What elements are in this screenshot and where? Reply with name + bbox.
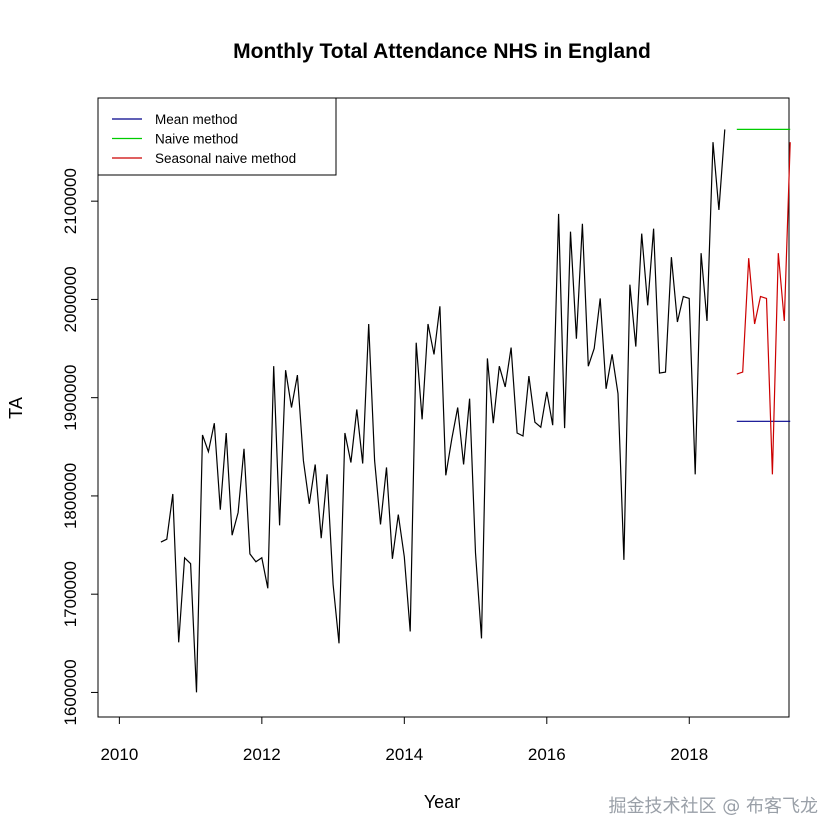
y-tick-label: 2100000 [61, 168, 80, 234]
x-axis: 2010 2012 2014 2016 2018 [100, 717, 708, 764]
legend-box [97, 97, 337, 176]
y-axis: 1600000 1700000 1800000 1900000 2000000 21000… [61, 168, 98, 726]
x-tick-label: 2010 [100, 745, 138, 764]
legend-label: Mean method [155, 112, 238, 127]
legend-label: Naive method [155, 132, 238, 147]
plot-frame [97, 97, 790, 718]
y-tick-label: 1600000 [61, 659, 80, 725]
watermark: 掘金技术社区 @ 布客飞龙 [608, 796, 818, 817]
legend: Mean method Naive method Seasonal naive me… [97, 97, 337, 176]
x-tick-label: 2012 [243, 745, 281, 764]
chart-title: Monthly Total Attendance NHS in England [233, 40, 651, 63]
series-lines [160, 128, 791, 693]
y-axis-label: TA [6, 397, 26, 419]
y-tick-label: 1700000 [61, 561, 80, 627]
x-tick-label: 2016 [528, 745, 566, 764]
x-tick-label: 2018 [670, 745, 708, 764]
series-line-seasonal-naive-method [736, 142, 791, 475]
x-axis-label: Year [424, 792, 460, 812]
y-tick-label: 1800000 [61, 463, 80, 529]
y-tick-label: 2000000 [61, 266, 80, 332]
y-tick-label: 1900000 [61, 365, 80, 431]
series-line-ta [160, 129, 726, 693]
x-tick-label: 2014 [385, 745, 423, 764]
legend-label: Seasonal naive method [155, 151, 296, 166]
